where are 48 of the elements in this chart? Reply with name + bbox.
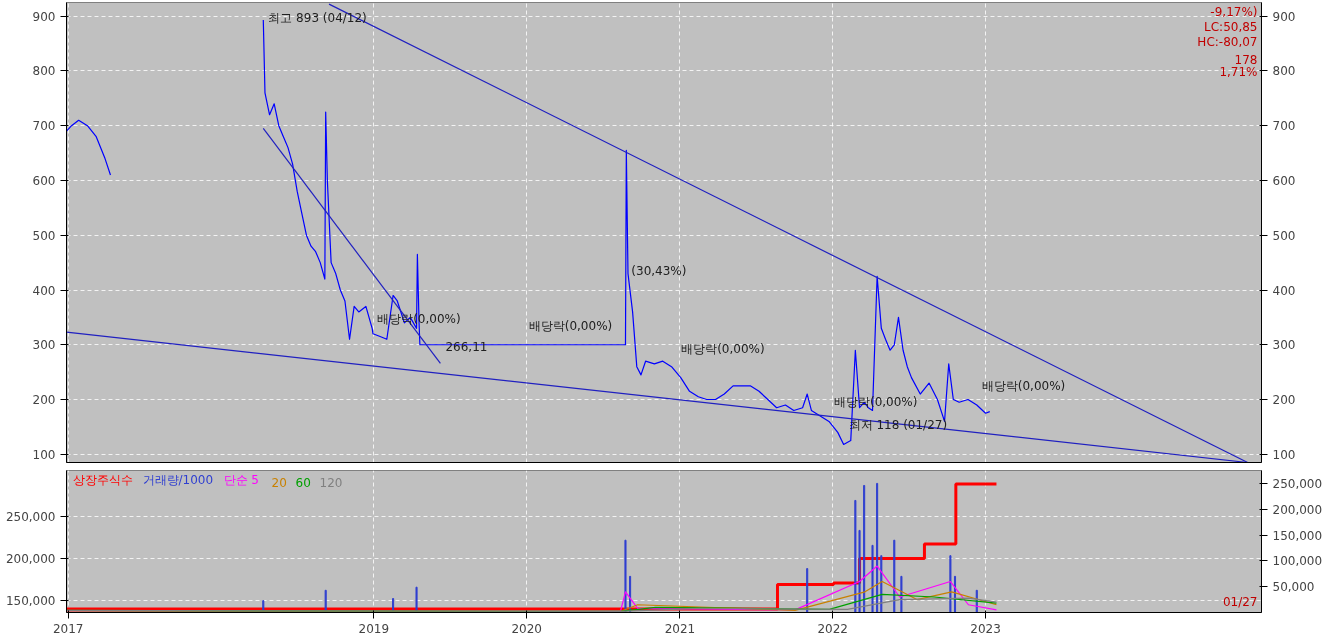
annotation: 배당락(0,00%) (981, 379, 1066, 393)
y2-tick-label: 50,000 (1272, 580, 1315, 595)
x-tick-label: 2022 (817, 621, 849, 635)
x-tick-label: 2020 (511, 621, 542, 635)
y-tick-label: 600 (32, 173, 56, 188)
text: 단순 5 (223, 472, 259, 487)
y-tick-label: 200,000 (5, 551, 56, 566)
y2-tick-label: 200,000 (1272, 502, 1323, 517)
annotation: 01/27 (1222, 594, 1258, 609)
annotation: -9,17%) (1210, 4, 1258, 19)
y-tick-label: 200 (32, 393, 56, 408)
y2-tick-label: 600 (1272, 173, 1296, 188)
y-tick-label: 400 (32, 283, 56, 298)
y2-tick-label: 200 (1272, 393, 1296, 408)
y2-tick-label: 700 (1272, 119, 1296, 134)
y-tick-label: 700 (32, 119, 56, 134)
annotation: HC:-80,07 (1197, 34, 1258, 49)
y2-tick-label: 250,000 (1272, 476, 1323, 491)
x-tick-label: 2023 (970, 621, 1001, 635)
y-tick-label: 100 (32, 447, 56, 462)
y2-tick-label: 800 (1272, 64, 1296, 79)
y2-tick-label: 900 (1272, 9, 1296, 24)
text: 60 (295, 475, 311, 490)
annotation: (30,43%) (631, 264, 687, 278)
y-tick-label: 250,000 (5, 509, 56, 524)
y2-tick-label: 500 (1272, 228, 1296, 243)
text: 거래량/1000 (142, 472, 214, 487)
annotation: 1,71% (1219, 64, 1258, 79)
annotation: LC:50,85 (1204, 19, 1258, 34)
annotation: 배당락(0,00%) (681, 341, 765, 356)
x-tick-label: 2019 (358, 621, 390, 635)
y2-tick-label: 150,000 (1272, 528, 1323, 543)
y-tick-label: 300 (32, 338, 56, 353)
y2-tick-label: 100,000 (1272, 554, 1323, 569)
y-tick-label: 500 (32, 228, 56, 243)
x-tick-label: 2017 (52, 621, 84, 635)
y-tick-label: 900 (32, 9, 56, 24)
text: 상장주식수 (72, 472, 133, 487)
y2-tick-label: 300 (1272, 338, 1296, 353)
y2-tick-label: 100 (1272, 447, 1296, 462)
annotation: 배당락(0,00%) (528, 318, 613, 333)
y-tick-label: 150,000 (5, 594, 56, 609)
text: 120 (319, 475, 343, 490)
text: 20 (271, 475, 287, 490)
annotation: 178 (1234, 52, 1258, 67)
y2-tick-label: 400 (1272, 283, 1296, 298)
y-tick-label: 800 (32, 64, 56, 79)
x-tick-label: 2021 (664, 621, 696, 635)
